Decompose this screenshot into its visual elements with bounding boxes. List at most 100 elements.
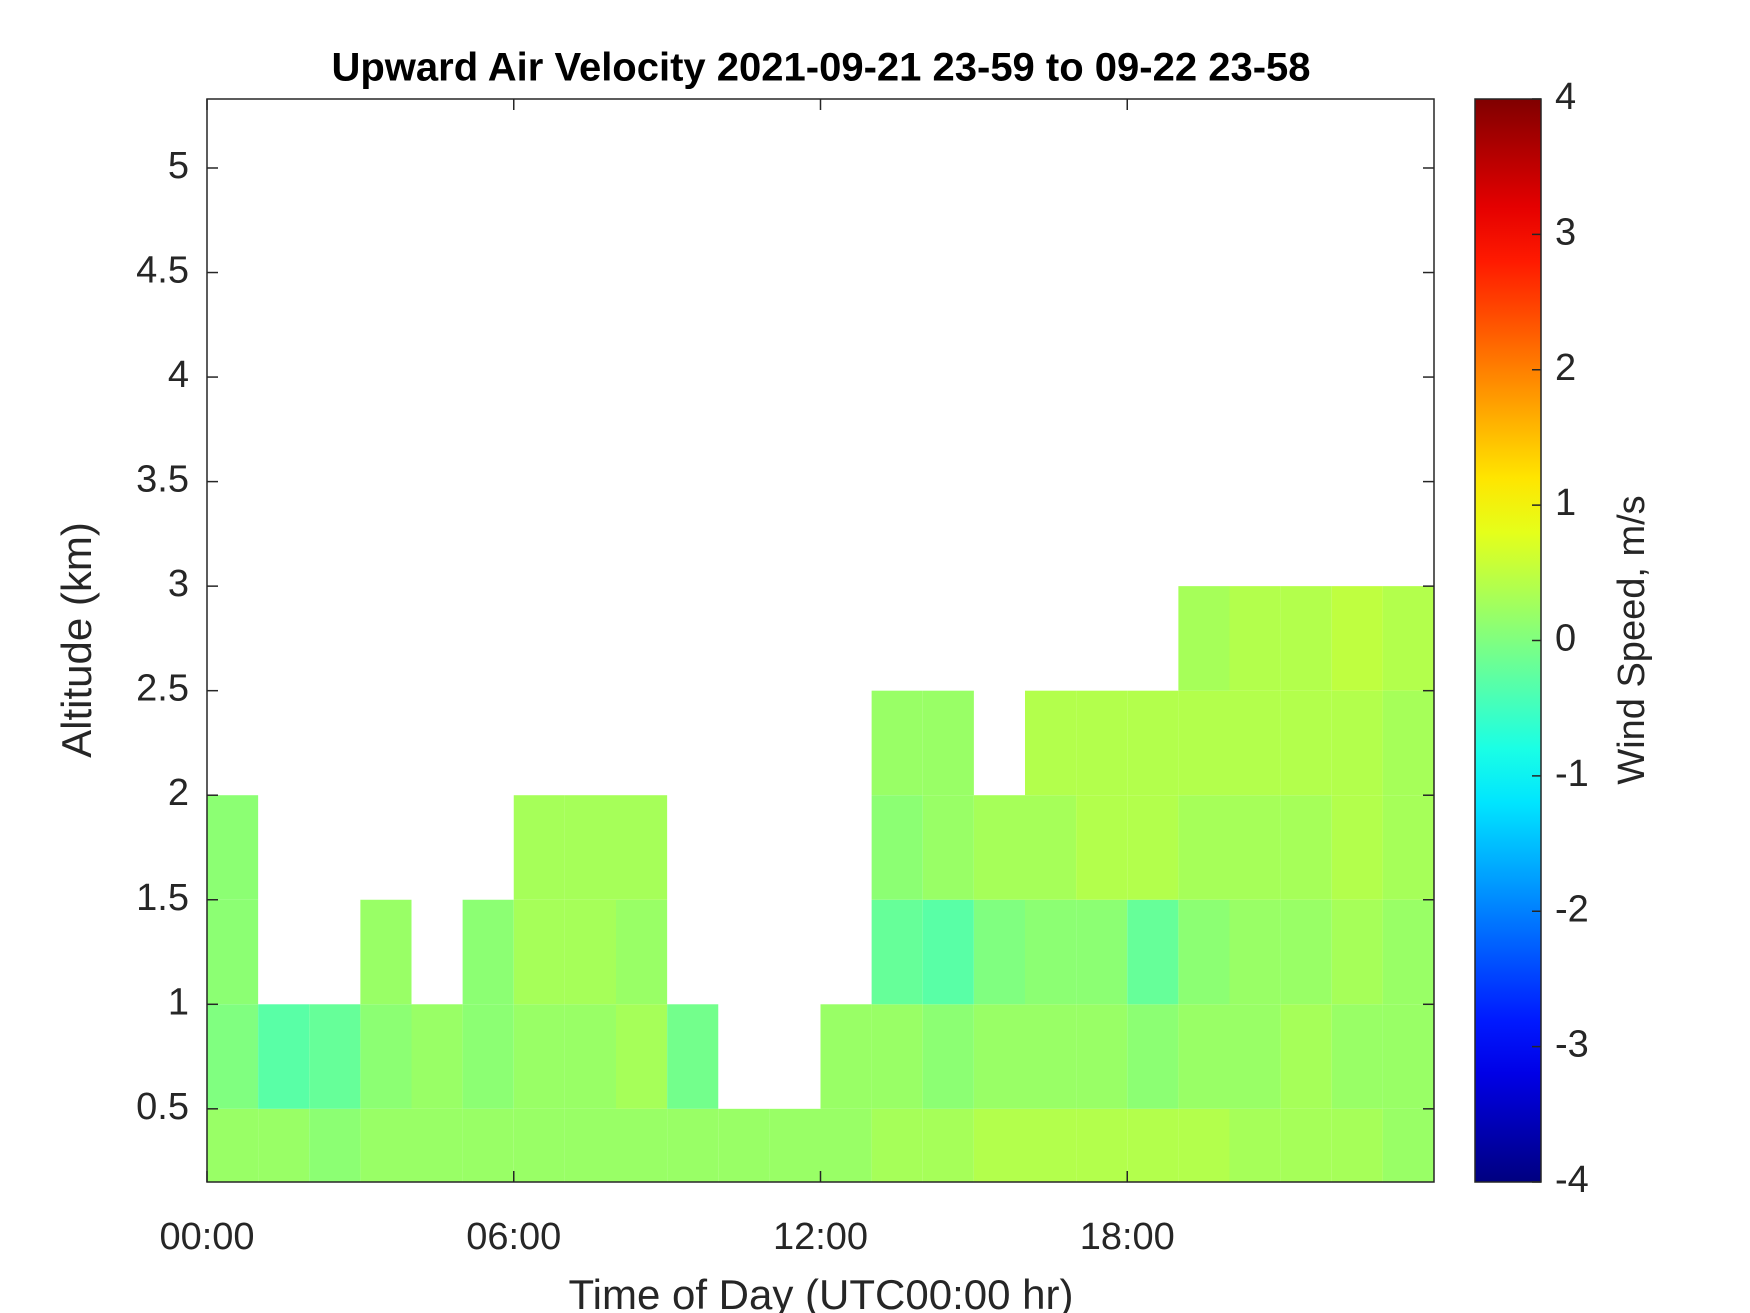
- colorbar-tick-label: 2: [1555, 347, 1576, 389]
- heatmap-cell: [1178, 899, 1230, 1005]
- heatmap-cell: [1229, 795, 1281, 900]
- x-tick-label: 18:00: [1080, 1216, 1175, 1258]
- heatmap-cell: [564, 795, 616, 900]
- heatmap-cell: [513, 1108, 565, 1182]
- heatmap-cell: [1331, 795, 1383, 900]
- colorbar-tick-label: 0: [1555, 618, 1576, 660]
- colorbar-tick-label: -2: [1555, 888, 1589, 930]
- heatmap-cell: [667, 1108, 719, 1182]
- y-axis-title: Altitude (km): [53, 522, 100, 758]
- heatmap-cell: [462, 1004, 514, 1109]
- heatmap-cell: [1229, 1004, 1281, 1109]
- heatmap-cell: [1127, 690, 1179, 796]
- heatmap-cell: [564, 1004, 616, 1109]
- y-tick-label: 1: [168, 981, 189, 1023]
- heatmap-cell: [1331, 1004, 1383, 1109]
- y-tick-label: 2: [168, 772, 189, 814]
- heatmap-cell: [1331, 690, 1383, 796]
- heatmap-cell: [871, 690, 923, 796]
- heatmap-cell: [1382, 1004, 1434, 1109]
- heatmap-cell: [973, 1108, 1025, 1182]
- heatmap-cell: [258, 1108, 310, 1182]
- y-tick-label: 4: [168, 354, 189, 396]
- heatmap-cell: [871, 1004, 923, 1109]
- heatmap-cell: [1280, 690, 1332, 796]
- heatmap-cell: [1025, 1108, 1077, 1182]
- heatmap-cell: [1280, 899, 1332, 1005]
- heatmap-cell: [1178, 1004, 1230, 1109]
- heatmap-cell: [616, 795, 668, 900]
- heatmap-cell: [309, 1004, 361, 1109]
- heatmap-cell: [207, 899, 259, 1005]
- heatmap-cell: [667, 1004, 719, 1109]
- colorbar-title: Wind Speed, m/s: [1611, 495, 1653, 784]
- heatmap-cell: [1025, 899, 1077, 1005]
- heatmap-cell: [360, 899, 412, 1005]
- heatmap-cell: [1178, 586, 1230, 691]
- heatmap-cell: [1280, 1004, 1332, 1109]
- y-tick-label: 4.5: [136, 250, 189, 292]
- colorbar-tick-label: 3: [1555, 211, 1576, 253]
- heatmap-cell: [462, 1108, 514, 1182]
- heatmap-cell: [1127, 1004, 1179, 1109]
- y-tick-label: 5: [168, 145, 189, 187]
- heatmap-cell: [258, 1004, 310, 1109]
- heatmap-cell: [1076, 1108, 1128, 1182]
- heatmap-cell: [1280, 586, 1332, 691]
- heatmap-cell: [1076, 1004, 1128, 1109]
- heatmap-cell: [564, 1108, 616, 1182]
- colorbar-tick-label: 1: [1555, 482, 1576, 524]
- colorbar-tick-label: -4: [1555, 1159, 1589, 1201]
- heatmap-cell: [360, 1108, 412, 1182]
- y-tick-label: 3.5: [136, 459, 189, 501]
- heatmap-cell: [1331, 1108, 1383, 1182]
- heatmap-cell: [1331, 586, 1383, 691]
- heatmap-cell: [462, 899, 514, 1005]
- heatmap-cell: [411, 1004, 463, 1109]
- heatmap-cell: [922, 1004, 974, 1109]
- heatmap-cell: [1076, 690, 1128, 796]
- heatmap-cell: [513, 899, 565, 1005]
- y-tick-label: 2.5: [136, 668, 189, 710]
- heatmap-cell: [207, 1004, 259, 1109]
- heatmap-cell: [207, 795, 259, 900]
- colorbar-tick-label: -1: [1555, 753, 1589, 795]
- x-tick-label: 12:00: [773, 1216, 868, 1258]
- heatmap-cell: [1382, 1108, 1434, 1182]
- heatmap-cell: [1229, 1108, 1281, 1182]
- x-tick-label: 06:00: [466, 1216, 561, 1258]
- heatmap-cell: [922, 899, 974, 1005]
- heatmap-cell: [718, 1108, 770, 1182]
- x-tick-label: 00:00: [159, 1216, 254, 1258]
- heatmap-cell: [1280, 1108, 1332, 1182]
- heatmap-cell: [1127, 795, 1179, 900]
- heatmap-cell: [1382, 899, 1434, 1005]
- heatmap-cell: [1382, 690, 1434, 796]
- heatmap-cell: [1025, 690, 1077, 796]
- heatmap-cell: [616, 899, 668, 1005]
- heatmap-cell: [1178, 1108, 1230, 1182]
- heatmap-cell: [922, 795, 974, 900]
- colorbar: [1474, 98, 1542, 1183]
- heatmap-cell: [1178, 690, 1230, 796]
- heatmap-cell: [564, 899, 616, 1005]
- heatmap-cell: [513, 795, 565, 900]
- heatmap-cell: [616, 1108, 668, 1182]
- y-tick-label: 1.5: [136, 877, 189, 919]
- heatmap-cell: [769, 1108, 821, 1182]
- heatmap-cell: [1331, 899, 1383, 1005]
- heatmap-cell: [411, 1108, 463, 1182]
- heatmap-cell: [616, 1004, 668, 1109]
- heatmap-cell: [871, 899, 923, 1005]
- heatmap-cell: [1229, 690, 1281, 796]
- heatmap-cell: [871, 795, 923, 900]
- heatmap-cell: [973, 795, 1025, 900]
- heatmap-cell: [1025, 795, 1077, 900]
- heatmap-cell: [820, 1004, 872, 1109]
- y-tick-label: 0.5: [136, 1086, 189, 1128]
- heatmap-cell: [360, 1004, 412, 1109]
- heatmap-cell: [1382, 586, 1434, 691]
- heatmap-cell: [1178, 795, 1230, 900]
